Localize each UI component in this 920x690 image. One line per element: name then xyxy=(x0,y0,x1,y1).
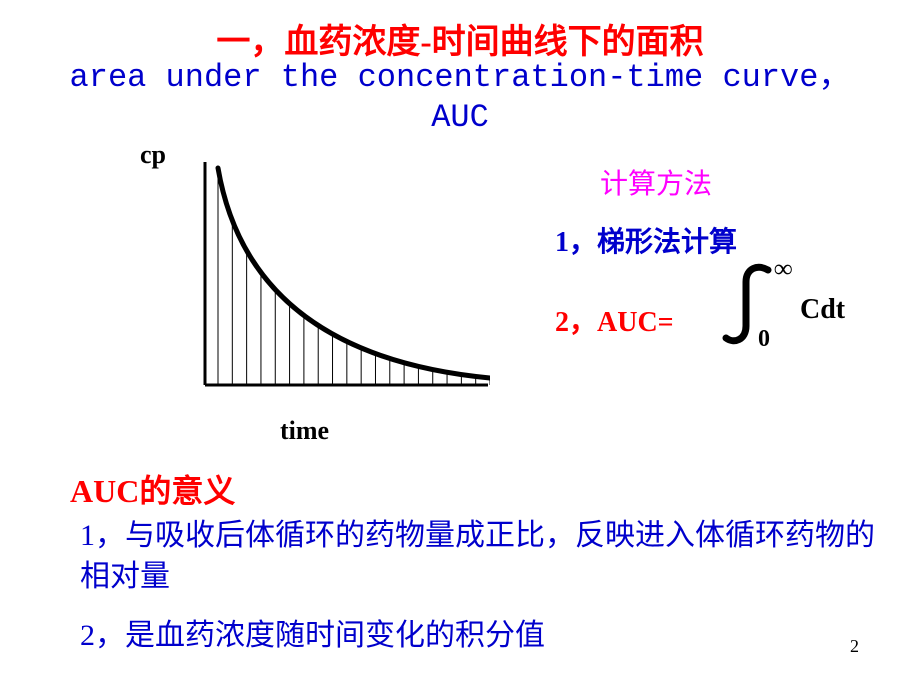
integral-lower: 0 xyxy=(758,326,770,353)
page-number: 2 xyxy=(850,636,859,657)
integral-upper: ∞ xyxy=(774,254,793,284)
meaning-2: 2，是血药浓度随时间变化的积分值 xyxy=(80,610,900,654)
methods-title: 计算方法 xyxy=(600,162,712,202)
auc-chart xyxy=(190,160,490,405)
axis-y-label: cp xyxy=(140,140,166,170)
title-english: area under the concentration-time curve，… xyxy=(0,58,920,138)
title-chinese: 一，血药浓度-时间曲线下的面积 xyxy=(0,14,920,63)
integral-cdt: Cdt xyxy=(800,294,845,326)
method-1: 1，梯形法计算 xyxy=(555,220,737,260)
slide: 一，血药浓度-时间曲线下的面积 area under the concentra… xyxy=(0,0,920,690)
auc-meaning-title: AUC的意义 xyxy=(70,466,235,512)
axis-x-label: time xyxy=(280,416,329,446)
method-2: 2，AUC= xyxy=(555,300,674,340)
meaning-1: 1，与吸收后体循环的药物量成正比，反映进入体循环药物的相对量 xyxy=(80,516,900,597)
